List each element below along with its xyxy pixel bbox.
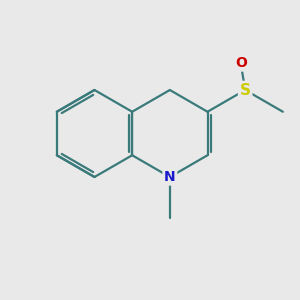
Text: O: O: [235, 56, 247, 70]
Text: S: S: [240, 82, 251, 98]
Text: N: N: [164, 170, 176, 184]
